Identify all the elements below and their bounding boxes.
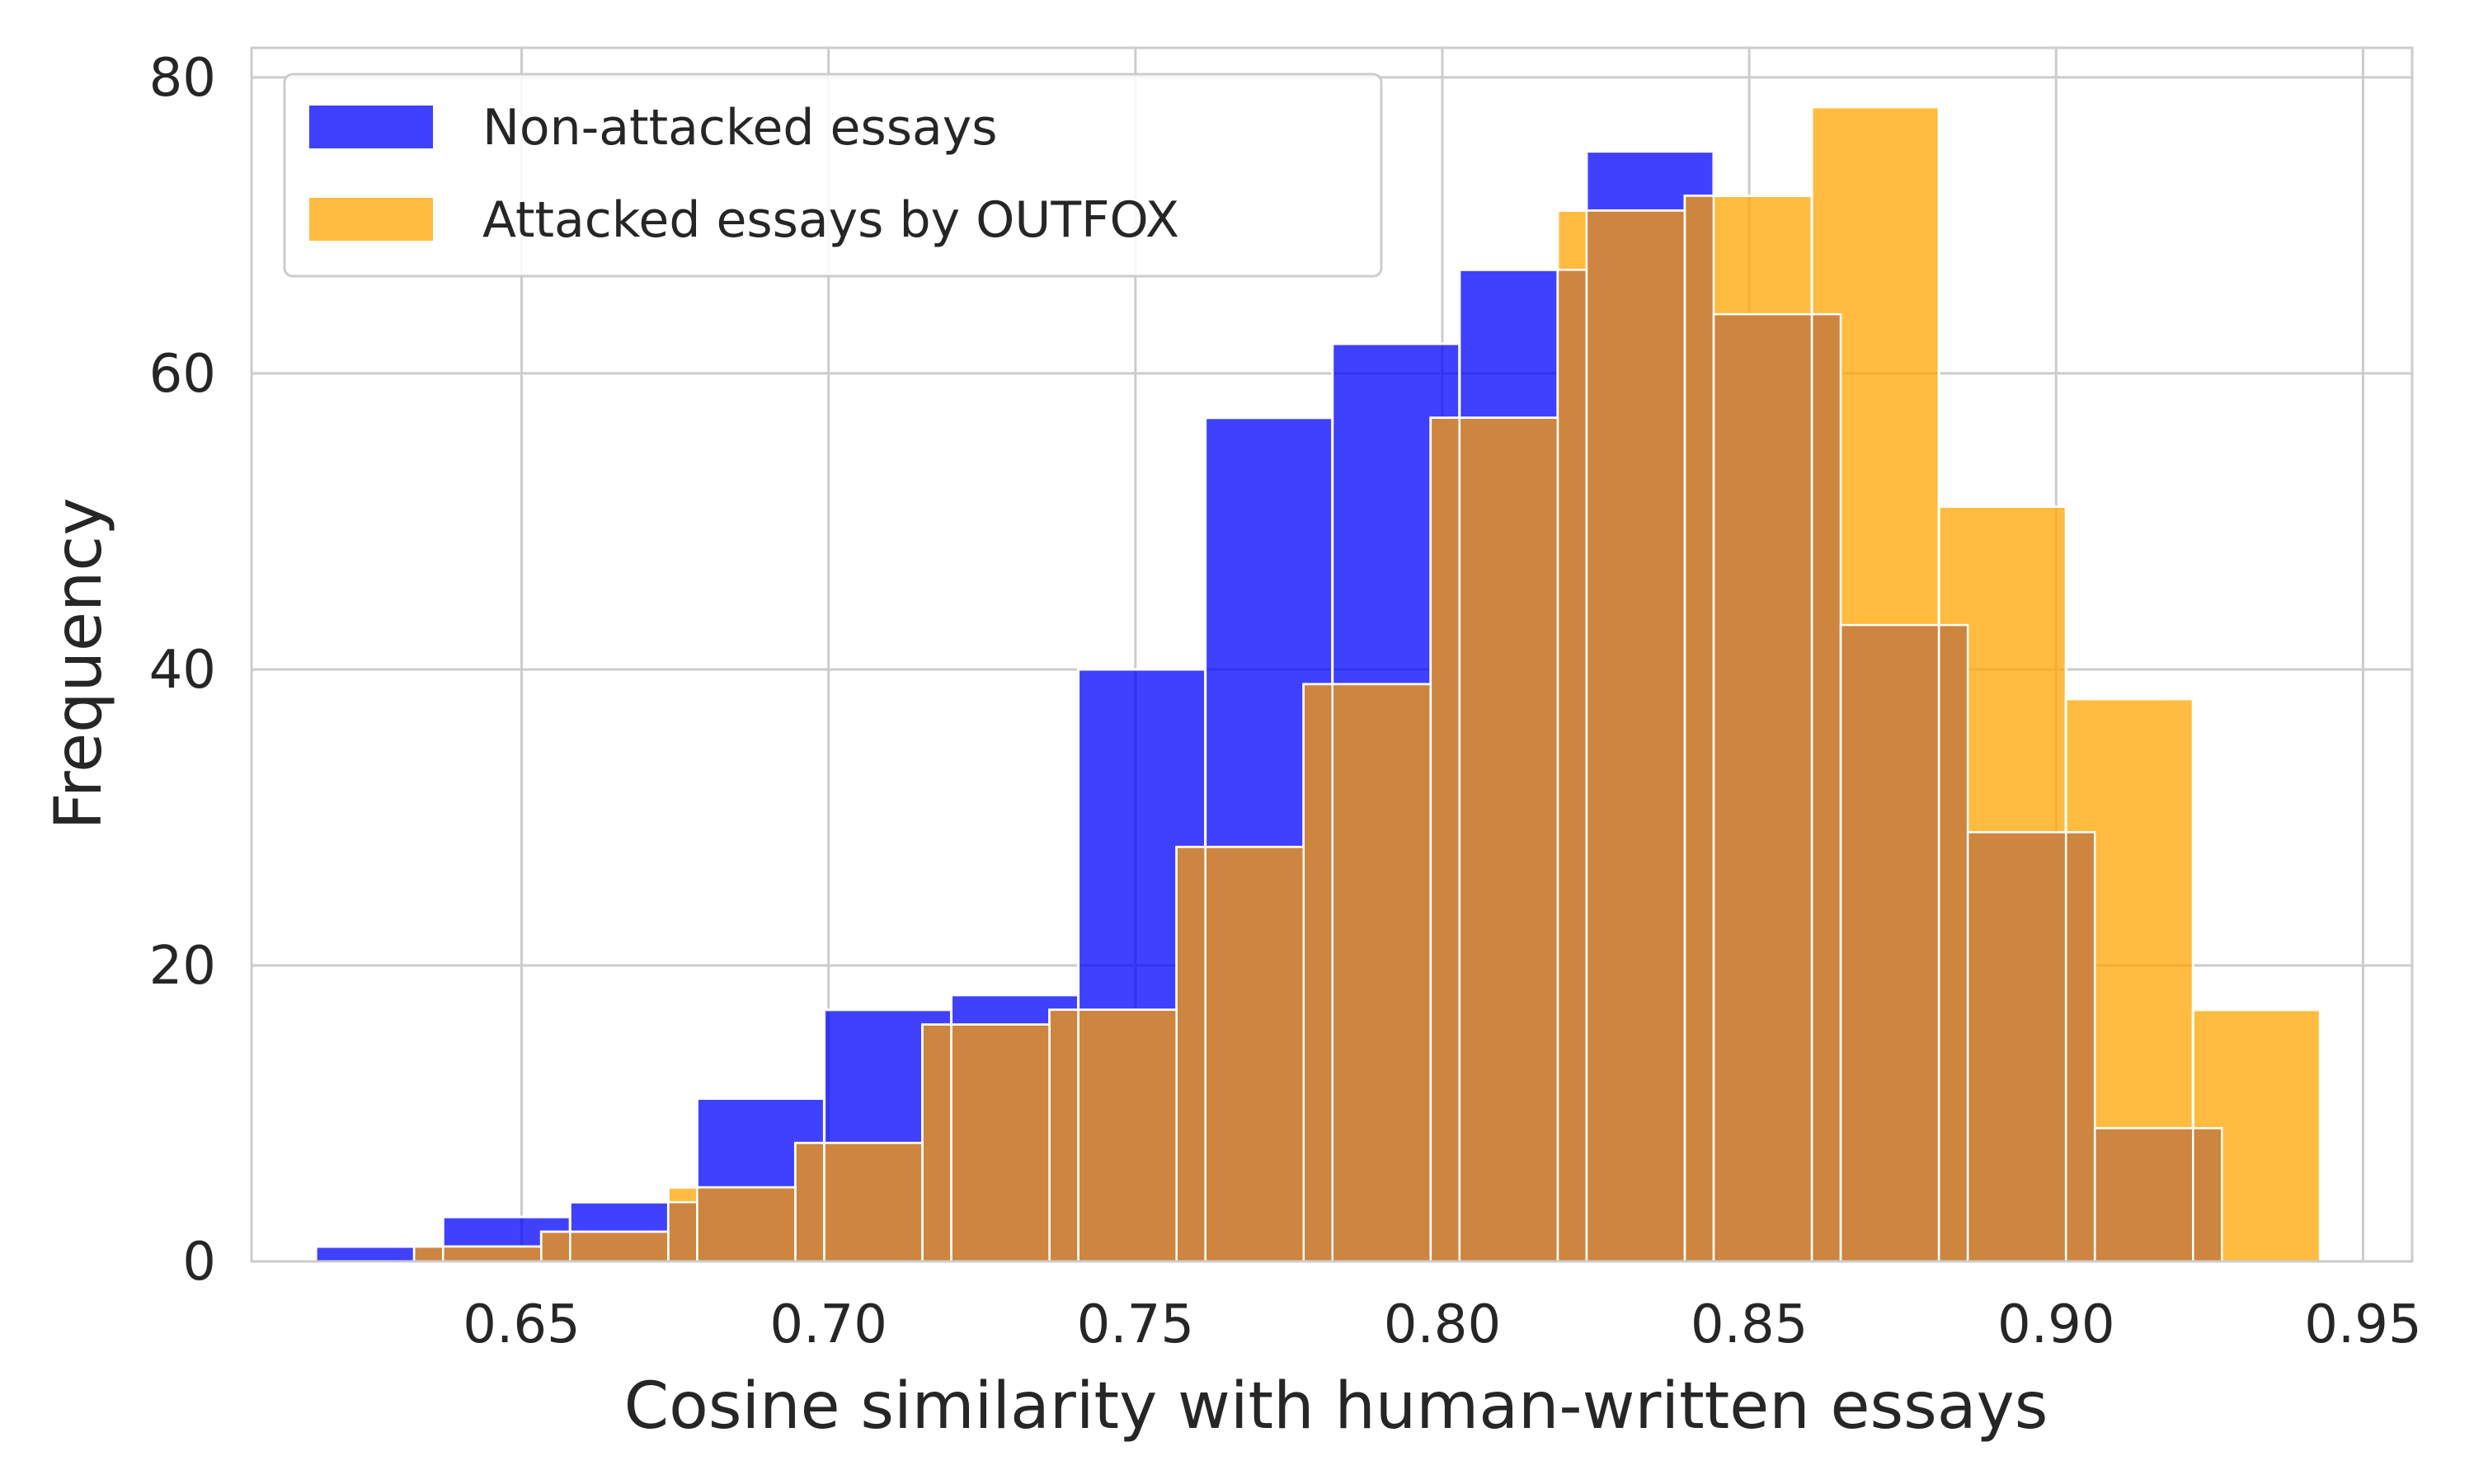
x-tick-label-1: 0.70 (769, 1294, 887, 1355)
y-tick-label-3: 60 (149, 344, 216, 405)
x-tick-label-6: 0.95 (2304, 1294, 2422, 1355)
bar-overlap-1 (443, 1247, 542, 1261)
bar-overlap-22 (1812, 314, 1841, 1261)
bar-overlap-19 (1586, 210, 1685, 1262)
plot-frame (250, 46, 2414, 1263)
bar-overlap-18 (1557, 270, 1587, 1261)
y-tick-label-4: 80 (149, 48, 216, 109)
y-tick-label-2: 40 (149, 640, 216, 701)
legend-box (283, 73, 1383, 278)
x-axis-label: Cosine similarity with human-written ess… (624, 1369, 2048, 1444)
tick-labels: 0.65 0.70 0.75 0.80 0.85 0.90 0.95 0 20 40 60 80 (149, 48, 2422, 1355)
legend-swatch-attacked (309, 198, 433, 241)
bar-overlap-13 (1205, 847, 1304, 1261)
bar-overlap-24 (1939, 625, 1968, 1261)
bar-overlap-16 (1430, 417, 1460, 1261)
bar-overlap-10 (1049, 1009, 1079, 1261)
bar-overlap-27 (2095, 1128, 2194, 1261)
bar-overlap-25 (1968, 832, 2067, 1261)
bar-overlap-4 (668, 1202, 698, 1261)
bar-overlap-11 (1078, 1009, 1177, 1261)
bar-overlap-28 (2193, 1128, 2222, 1261)
bar-overlap-17 (1459, 417, 1558, 1261)
bar-overlap-2 (541, 1232, 571, 1261)
legend-label-attacked: Attacked essays by OUTFOX (482, 191, 1179, 249)
x-tick-label-4: 0.85 (1691, 1294, 1808, 1355)
bar-overlap-0 (414, 1247, 444, 1261)
y-tick-label-0: 0 (182, 1232, 216, 1293)
bar-overlap-14 (1303, 683, 1333, 1261)
bar-overlap-15 (1332, 683, 1431, 1261)
bar-overlap-21 (1713, 314, 1813, 1261)
bar-overlap-6 (795, 1143, 825, 1261)
x-tick-label-0: 0.65 (463, 1294, 581, 1355)
bar-overlap-3 (570, 1232, 669, 1261)
bar-overlap-26 (2066, 832, 2095, 1261)
y-tick-label-1: 20 (149, 936, 216, 997)
bar-overlap-12 (1176, 847, 1206, 1261)
bar-overlap-8 (922, 1024, 952, 1261)
bar-overlap-23 (1841, 625, 1940, 1261)
legend-swatch-non-attacked (309, 106, 433, 148)
legend-label-non-attacked: Non-attacked essays (482, 99, 998, 157)
x-tick-label-2: 0.75 (1077, 1294, 1195, 1355)
bar-overlap-20 (1684, 195, 1714, 1261)
x-tick-label-3: 0.80 (1384, 1294, 1502, 1355)
bar-overlap-9 (951, 1024, 1050, 1261)
x-tick-label-5: 0.90 (1997, 1294, 2115, 1355)
bar-overlap-7 (824, 1143, 923, 1261)
legend: Non-attacked essays Attacked essays by O… (283, 73, 1383, 278)
y-axis-label: Frequency (42, 498, 116, 830)
bar-overlap-5 (697, 1187, 796, 1261)
